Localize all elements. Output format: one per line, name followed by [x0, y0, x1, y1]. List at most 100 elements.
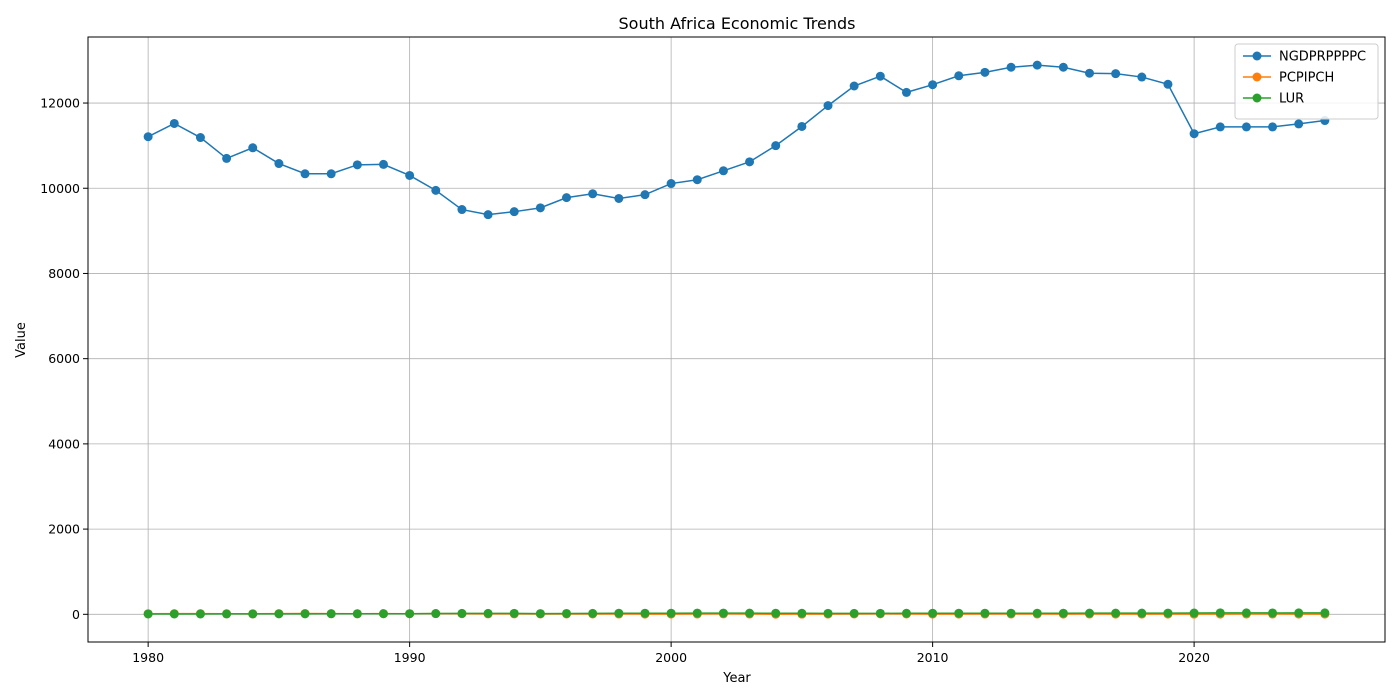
- axis-ticks: 1980 1990 2000 2010 2020 0 2000 4000 6000 8000 100…: [40, 96, 1210, 665]
- data-point: [378, 609, 388, 619]
- data-point: [1085, 68, 1095, 78]
- data-point: [745, 157, 755, 167]
- data-point: [849, 81, 859, 91]
- legend-swatch-marker: [1252, 72, 1262, 82]
- legend-item: LUR: [1243, 92, 1304, 107]
- data-point: [1032, 608, 1042, 618]
- data-point: [300, 169, 310, 179]
- legend-label: PCPIPCH: [1279, 71, 1334, 86]
- data-point: [875, 608, 885, 618]
- y-tick-label: 6000: [48, 351, 80, 366]
- data-point: [222, 609, 232, 619]
- chart-title: South Africa Economic Trends: [619, 14, 856, 33]
- data-point: [457, 608, 467, 618]
- data-point: [718, 608, 728, 618]
- data-point: [666, 608, 676, 618]
- data-point: [1215, 122, 1225, 132]
- data-point: [692, 175, 702, 185]
- data-point: [405, 170, 415, 180]
- data-point: [483, 210, 493, 220]
- x-tick-label: 2020: [1178, 650, 1210, 665]
- data-point: [1163, 608, 1173, 618]
- data-point: [980, 608, 990, 618]
- data-point: [352, 160, 362, 170]
- y-tick-label: 2000: [48, 522, 80, 537]
- data-point: [1006, 62, 1016, 72]
- y-tick-label: 10000: [40, 181, 80, 196]
- data-point: [588, 189, 598, 199]
- data-point: [1058, 62, 1068, 72]
- y-tick-label: 0: [72, 607, 80, 622]
- y-tick-label: 12000: [40, 96, 80, 111]
- data-point: [823, 608, 833, 618]
- series-line: [147, 64, 1325, 216]
- data-point: [980, 67, 990, 77]
- data-point: [928, 608, 938, 618]
- data-point: [875, 71, 885, 81]
- data-point: [1294, 608, 1304, 618]
- data-point: [901, 87, 911, 97]
- data-point: [928, 80, 938, 90]
- x-tick-label: 1990: [394, 650, 426, 665]
- data-point: [1215, 608, 1225, 618]
- data-point: [849, 608, 859, 618]
- data-point: [248, 143, 258, 153]
- x-axis-label: Year: [722, 671, 751, 686]
- data-point: [300, 609, 310, 619]
- legend-item: PCPIPCH: [1243, 71, 1334, 86]
- data-point: [1294, 119, 1304, 129]
- data-point: [797, 121, 807, 131]
- data-point: [588, 608, 598, 618]
- data-point: [1137, 72, 1147, 82]
- series-layer: [143, 60, 1330, 619]
- data-point: [692, 608, 702, 618]
- data-point: [378, 159, 388, 169]
- plot-area-frame: [87, 36, 1386, 643]
- data-point: [562, 193, 572, 203]
- data-point: [1111, 69, 1121, 79]
- series-line: [148, 612, 1325, 615]
- data-point: [535, 609, 545, 619]
- data-point: [771, 608, 781, 618]
- data-point: [405, 609, 415, 619]
- data-point: [431, 609, 441, 619]
- data-point: [248, 609, 258, 619]
- data-point: [1241, 122, 1251, 132]
- data-point: [640, 608, 650, 618]
- legend-item: NGDPRPPPPC: [1243, 50, 1366, 65]
- legend-label: LUR: [1279, 92, 1304, 107]
- data-point: [954, 71, 964, 81]
- data-point: [1006, 608, 1016, 618]
- legend-label: NGDPRPPPPC: [1279, 50, 1366, 65]
- data-point: [326, 609, 336, 619]
- data-point: [195, 609, 205, 619]
- legend-swatch-marker: [1252, 93, 1262, 103]
- data-point: [823, 101, 833, 111]
- legend: NGDPRPPPPC PCPIPCH LUR: [1234, 43, 1379, 120]
- data-point: [1032, 60, 1042, 70]
- legend-swatch-marker: [1252, 51, 1262, 61]
- data-point: [457, 205, 467, 215]
- data-point: [535, 203, 545, 213]
- data-point: [509, 207, 519, 217]
- data-point: [954, 608, 964, 618]
- legend-box: [1234, 43, 1379, 120]
- data-point: [352, 609, 362, 619]
- data-point: [169, 118, 179, 128]
- data-point: [1268, 122, 1278, 132]
- data-point: [1241, 608, 1251, 618]
- data-point: [640, 190, 650, 200]
- data-point: [274, 609, 284, 619]
- data-point: [1111, 608, 1121, 618]
- data-point: [614, 193, 624, 203]
- x-tick-label: 1980: [132, 650, 164, 665]
- data-point: [326, 169, 336, 179]
- data-point: [718, 166, 728, 176]
- data-point: [771, 141, 781, 151]
- data-point: [1137, 608, 1147, 618]
- x-tick-label: 2010: [917, 650, 949, 665]
- data-point: [797, 608, 807, 618]
- data-point: [509, 608, 519, 618]
